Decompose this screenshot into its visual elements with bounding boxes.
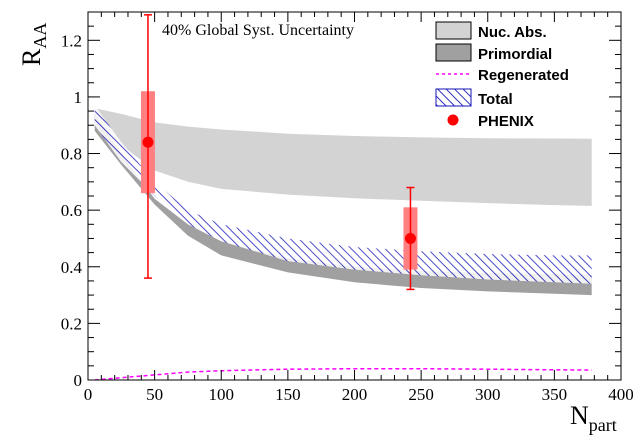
legend-label-nuc-abs: Nuc. Abs. bbox=[478, 24, 547, 41]
x-axis-title-main: N bbox=[570, 401, 589, 430]
x-tick-label: 50 bbox=[146, 385, 163, 404]
y-tick-label: 0.6 bbox=[61, 201, 82, 220]
y-tick-label: 0.2 bbox=[61, 314, 82, 333]
legend-swatch-total bbox=[436, 89, 471, 106]
legend-label-primordial: Primordial bbox=[478, 46, 552, 63]
phenix-point-0 bbox=[142, 137, 153, 148]
legend-swatch-primordial bbox=[436, 44, 471, 61]
phenix-point-1 bbox=[405, 233, 416, 244]
y-tick-label: 1 bbox=[74, 88, 83, 107]
svg-text:Npart: Npart bbox=[570, 401, 617, 435]
legend-swatch-nuc-abs bbox=[436, 22, 471, 39]
x-tick-label: 300 bbox=[475, 385, 501, 404]
annotation-text: 40% Global Syst. Uncertainty bbox=[162, 22, 354, 39]
x-axis-title-sub: part bbox=[589, 415, 617, 435]
x-tick-label: 150 bbox=[275, 385, 301, 404]
bands-layer bbox=[95, 105, 592, 380]
y-tick-label: 0.8 bbox=[61, 145, 82, 164]
svg-text:RAA: RAA bbox=[17, 23, 50, 66]
x-tick-label: 0 bbox=[84, 385, 93, 404]
y-axis-title-main: R bbox=[17, 48, 46, 66]
y-tick-label: 0 bbox=[74, 371, 83, 390]
x-tick-label: 200 bbox=[342, 385, 368, 404]
legend-label-total: Total bbox=[478, 91, 513, 108]
x-tick-label: 250 bbox=[408, 385, 434, 404]
y-tick-label: 1.2 bbox=[61, 31, 82, 50]
legend-label-regenerated: Regenerated bbox=[478, 67, 569, 84]
y-axis-title: RAA bbox=[17, 23, 50, 66]
x-axis-title: Npart bbox=[570, 401, 617, 435]
x-tick-label: 400 bbox=[608, 385, 634, 404]
legend: Nuc. Abs. Primordial Regenerated Total P… bbox=[436, 22, 569, 130]
x-tick-label: 100 bbox=[209, 385, 235, 404]
line-regenerated bbox=[95, 369, 592, 380]
x-tick-label: 350 bbox=[542, 385, 568, 404]
legend-label-phenix: PHENIX bbox=[478, 113, 534, 130]
y-tick-label: 0.4 bbox=[61, 258, 83, 277]
y-axis-title-sub: AA bbox=[30, 23, 50, 49]
legend-swatch-phenix bbox=[448, 115, 459, 126]
